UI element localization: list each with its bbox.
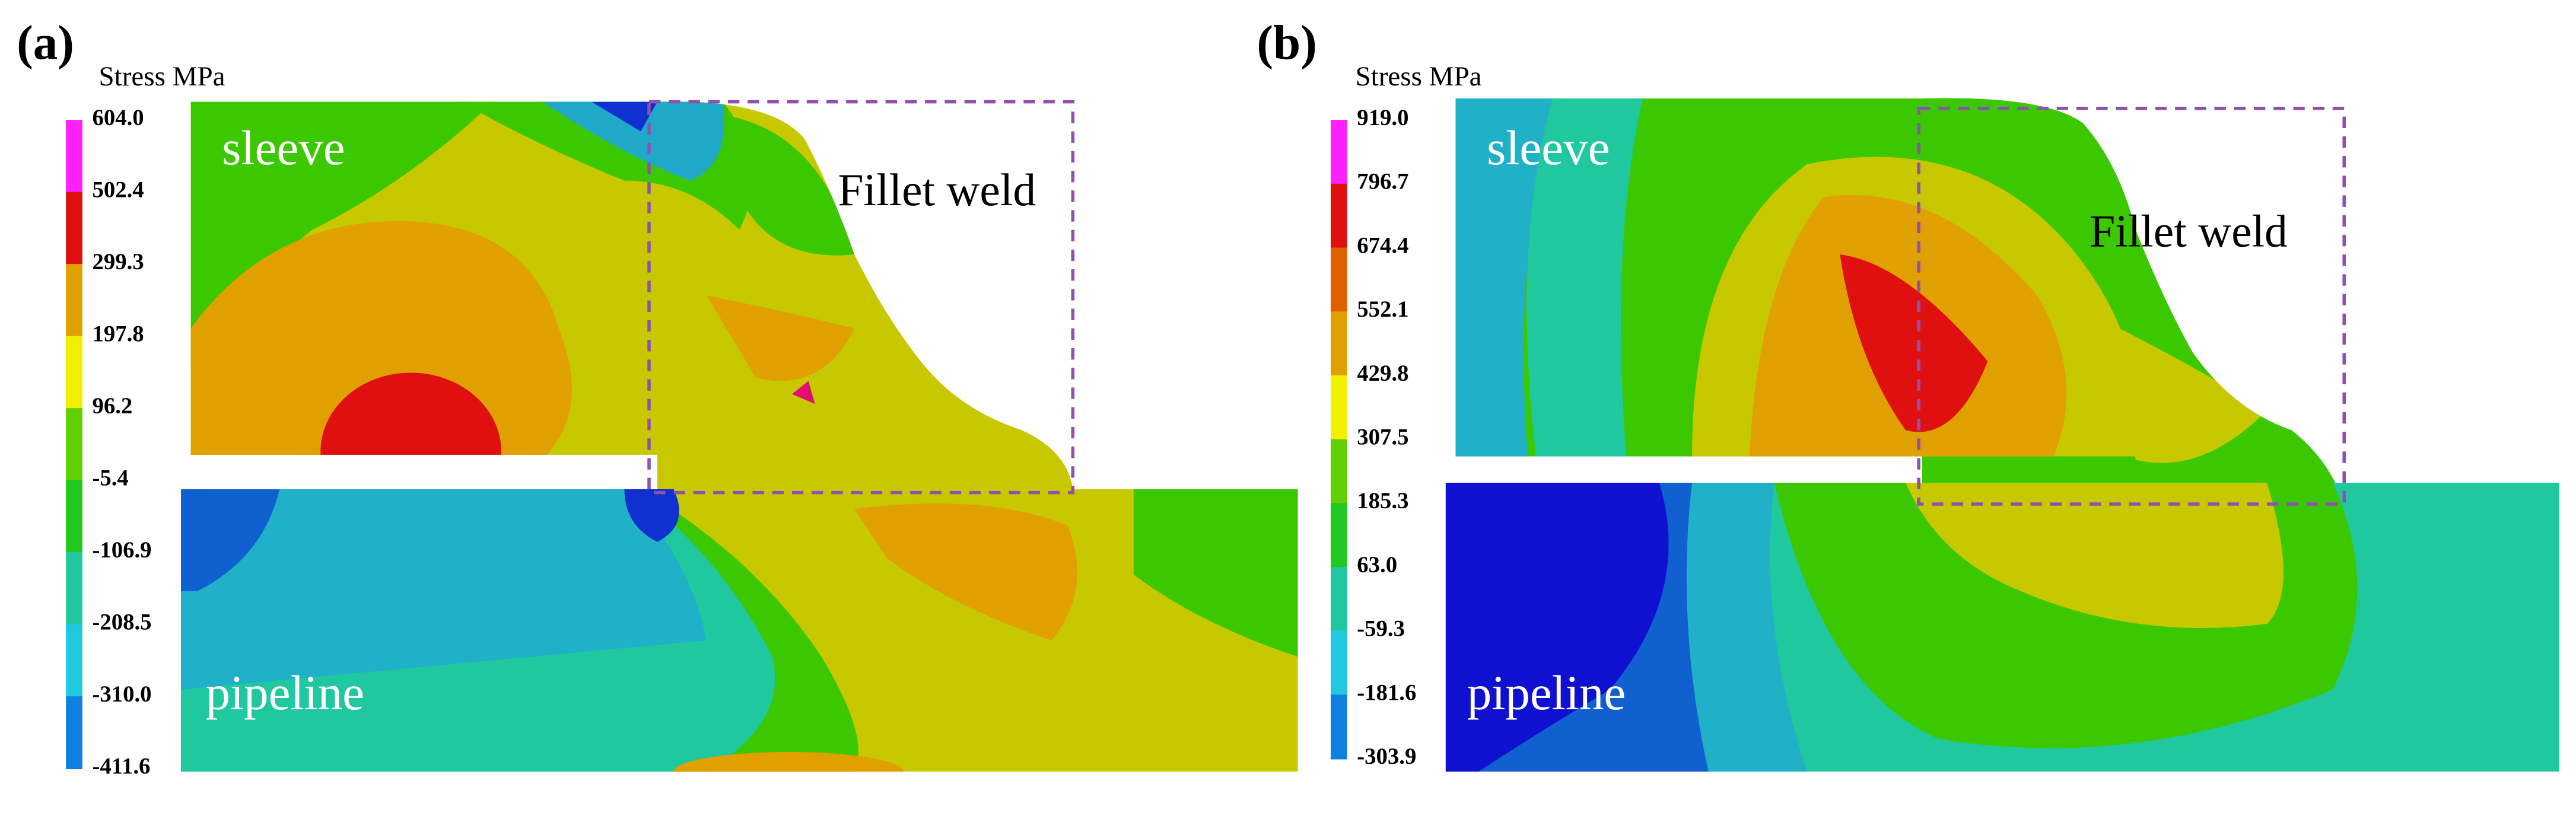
colorbar-band [1330,120,1347,185]
colorbar-band [1330,375,1347,440]
colorbar-tick-label: 96.2 [92,393,132,419]
colorbar-band [66,696,82,770]
colorbar-band [66,480,82,553]
colorbar-band [66,624,82,697]
colorbar-band [1330,311,1347,377]
colorbar-band [66,552,82,626]
colorbar-tick-label: -310.0 [92,681,151,707]
region-label: pipeline [205,665,364,720]
colorbar-tick-label: 185.3 [1357,488,1408,514]
colorbar-band [66,408,82,482]
colorbar-tick-label: -106.9 [92,537,151,563]
colorbar-tick-label: 197.8 [92,321,144,347]
panel-label: (b) [1257,15,1317,70]
colorbar-band [66,192,82,265]
panel-label: (a) [17,15,74,70]
colorbar-tick-label: 307.5 [1357,424,1408,450]
legend-title: Stress MPa [1356,61,1482,92]
colorbar-band [1330,567,1347,632]
colorbar-tick-label: 299.3 [92,249,144,275]
contour-a [180,101,1298,772]
colorbar-tick-label: 63.0 [1357,552,1397,578]
region-label: Fillet weld [838,164,1036,215]
contour-b [1445,98,2559,772]
region-label: sleeve [1487,120,1610,175]
colorbar-band [1330,439,1347,504]
colorbar-band [66,120,82,193]
colorbar-band [1330,247,1347,313]
colorbar-tick-label: -208.5 [92,610,151,635]
colorbar-tick-label: 429.8 [1357,361,1408,386]
colorbar-tick-label: 919.0 [1357,105,1408,130]
colorbar-tick-label: 552.1 [1357,297,1408,322]
colorbar-tick-label: 604.0 [92,105,144,130]
colorbar-tick-label: 502.4 [92,177,144,203]
region-label: Fillet weld [2090,205,2288,256]
weld-box [1917,106,2346,506]
colorbar-band [1330,183,1347,248]
colorbar-band [66,264,82,337]
weld-box [647,100,1075,495]
colorbar-band [1330,630,1347,696]
region-label: pipeline [1467,665,1626,720]
region-label: sleeve [222,120,345,175]
colorbar-band [66,336,82,409]
colorbar-tick-label: -5.4 [92,466,128,491]
colorbar-tick-label: -303.9 [1357,744,1416,769]
colorbar-tick-label: 674.4 [1357,232,1408,258]
colorbar-tick-label: -59.3 [1357,616,1405,642]
colorbar-band [1330,503,1347,568]
legend-title: Stress MPa [99,61,225,92]
colorbar-band [1330,694,1347,760]
colorbar-tick-label: -181.6 [1357,680,1416,705]
colorbar-tick-label: -411.6 [92,754,150,779]
colorbar-tick-label: 796.7 [1357,169,1408,195]
